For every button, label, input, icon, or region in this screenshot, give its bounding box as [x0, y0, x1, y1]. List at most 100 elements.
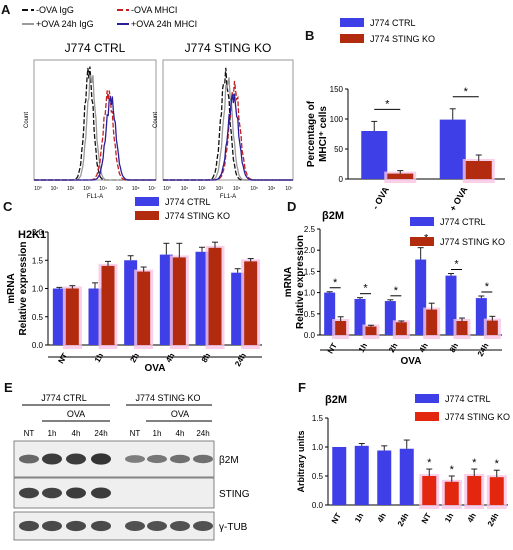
y-axis-label: Arbitrary units: [296, 430, 306, 492]
x-tick-label: 4h: [376, 511, 389, 524]
chart-title: β2M: [325, 394, 347, 406]
bar: [124, 260, 138, 345]
blot-band: [193, 521, 213, 531]
x-tick-label: 24h: [233, 351, 248, 368]
bar: [159, 254, 173, 345]
blot-band: [125, 455, 145, 463]
significance-star: *: [394, 285, 399, 297]
x-tick-label: 8h: [200, 351, 213, 364]
histogram-frame: [33, 59, 157, 181]
legend-swatch: [135, 197, 159, 206]
bar: [172, 257, 186, 345]
y-tick-label: 150: [330, 85, 344, 94]
y-tick-label: 0.5: [304, 310, 316, 319]
bar: [377, 450, 392, 505]
blot-band: [66, 453, 86, 465]
bar: [445, 275, 457, 335]
histogram-xtick: 10⁷: [285, 186, 293, 192]
y-tick-label: 0.0: [312, 501, 324, 510]
y-axis-label: mRNA: [6, 273, 17, 304]
bar: [231, 272, 245, 345]
blot-group-label: J774 STING KO: [135, 393, 200, 403]
y-tick-label: 0.5: [32, 313, 44, 322]
significance-star: *: [427, 457, 432, 469]
bar: [244, 261, 258, 345]
chart-title: β2M: [322, 210, 344, 222]
y-tick-label: 50: [334, 145, 343, 154]
histogram-xtick: 10⁵: [116, 186, 124, 192]
histogram-xtick: 10⁵: [250, 186, 258, 192]
bar: [475, 298, 487, 335]
histogram-xtick: 10²: [198, 186, 206, 192]
blot-band: [91, 487, 111, 499]
y-tick-label: 1.5: [32, 256, 44, 265]
histogram-xtick: 10²: [67, 186, 75, 192]
y-tick-label: 2.0: [304, 246, 316, 255]
y-axis-label: Percentage of: [306, 100, 317, 167]
x-tick-label: 1h: [357, 341, 370, 354]
bar: [361, 131, 388, 179]
blot-band: [170, 521, 190, 531]
bar: [467, 476, 482, 505]
histogram-xtick: 10⁴: [99, 186, 107, 192]
bar: [422, 476, 437, 505]
bar: [395, 322, 407, 335]
blot-band-label: STING: [219, 489, 250, 500]
histogram-frame: [162, 59, 294, 181]
histogram-xtick: 10⁶: [132, 186, 140, 192]
blot-band-label: γ-TUB: [219, 522, 248, 533]
legend-swatch: [340, 18, 364, 27]
histogram-xlabel: FL1-A: [87, 194, 103, 200]
significance-star: *: [464, 86, 469, 98]
bar: [195, 251, 209, 345]
x-tick-label: 1h: [443, 511, 456, 524]
blot-lane-label: NT: [24, 429, 35, 438]
bar: [384, 301, 396, 335]
significance-star: *: [454, 259, 459, 271]
x-tick-label: 4h: [417, 341, 430, 354]
panel-label-a: A: [1, 2, 11, 17]
y-tick-label: 1.5: [312, 414, 324, 423]
blot-lane-label: 4h: [72, 429, 81, 438]
histogram-xtick: 10¹: [181, 186, 189, 192]
bar: [399, 448, 414, 505]
blot-band: [170, 454, 190, 464]
bar: [137, 271, 151, 345]
x-tick-label: NT: [420, 511, 433, 525]
legend-swatch: [135, 211, 159, 220]
x-tick-label: 2h: [128, 351, 141, 364]
blot-ova-label: OVA: [67, 409, 85, 419]
y-axis-label: Relative expression: [295, 235, 306, 329]
blot-lane-label: 4h: [176, 429, 185, 438]
histogram-curve: [34, 74, 156, 181]
legend-label: J774 CTRL: [440, 217, 486, 227]
blot-band: [42, 453, 62, 465]
y-axis-label: Relative expression: [18, 242, 29, 336]
histogram-curve: [163, 93, 293, 181]
bar: [65, 288, 79, 345]
significance-star: *: [472, 457, 477, 469]
bar: [354, 445, 369, 505]
legend-swatch: [415, 394, 439, 403]
x-tick-label: 4h: [466, 511, 479, 524]
x-tick-label: NT: [56, 351, 69, 365]
histogram-ylabel: Count: [24, 112, 30, 128]
panel-label-c: C: [3, 199, 13, 214]
bar: [444, 481, 459, 505]
bar: [365, 326, 377, 335]
y-tick-label: 0: [339, 175, 344, 184]
y-axis-label: MHCI⁺ cells: [318, 106, 329, 162]
blot-lane-label: NT: [130, 429, 141, 438]
legend-swatch: [410, 217, 434, 226]
y-axis-label: mRNA: [283, 267, 294, 298]
x-tick-label: NT: [330, 511, 343, 525]
legend-label: J774 CTRL: [165, 197, 211, 207]
legend-label: -OVA IgG: [36, 5, 74, 15]
bar: [439, 119, 466, 179]
bar: [489, 477, 504, 505]
bar: [335, 321, 347, 335]
panel-label-e: E: [4, 380, 13, 395]
y-tick-label: 2.5: [304, 225, 316, 234]
panel-label-b: B: [305, 28, 315, 43]
